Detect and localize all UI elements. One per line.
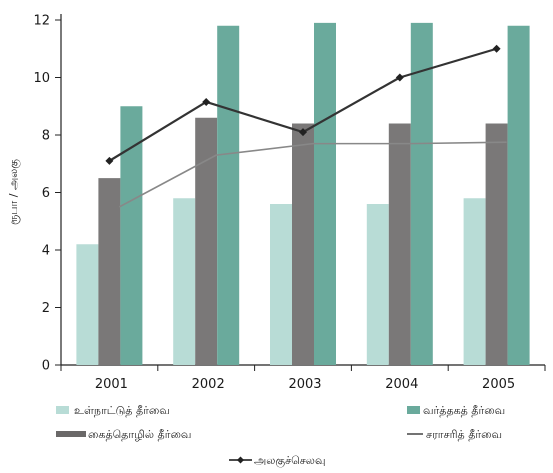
x-tick-label-4: 2005 <box>482 377 515 392</box>
x-tick-label-0: 2001 <box>95 377 128 392</box>
bar-2-2004 <box>410 22 433 365</box>
point-4-2005 <box>492 44 501 53</box>
legend-marker-4 <box>237 456 244 464</box>
legend-swatch-0 <box>56 406 69 414</box>
y-tick-label-6: 12 <box>33 14 50 29</box>
bar-0-2002 <box>173 198 196 365</box>
y-tick-label-2: 4 <box>42 244 50 259</box>
x-tick-label-1: 2002 <box>192 377 225 392</box>
bar-1-2005 <box>485 123 508 365</box>
bar-0-2003 <box>270 204 292 365</box>
legend-label-4: அலகுச்செலவு <box>254 454 325 469</box>
line-series-3 <box>119 141 507 208</box>
ticks-group: 0 2 4 6 8 10 12 2001 2002 2003 2004 2005 <box>33 14 515 393</box>
bar-0-2001 <box>76 244 99 365</box>
legend-label-2: வர்த்தகத் தீர்வை <box>423 404 505 417</box>
y-tick-label-4: 8 <box>42 129 50 144</box>
x-tick-label-3: 2004 <box>385 377 418 392</box>
legend-label-3: சராசரித் தீர்வை <box>426 428 502 441</box>
legend-label-1: கைத்தொழில் தீர்வை <box>88 428 191 441</box>
bar-1-2004 <box>388 123 411 365</box>
point-4-2001 <box>105 156 114 165</box>
y-tick-label-5: 10 <box>33 71 50 86</box>
point-4-2002 <box>202 97 211 106</box>
point-4-2003 <box>299 128 307 137</box>
bar-1-2001 <box>98 178 121 365</box>
bar-2-2002 <box>217 25 240 365</box>
y-tick-label-0: 0 <box>42 359 50 374</box>
legend-swatch-1 <box>56 431 86 437</box>
bar-2-2003 <box>314 22 336 365</box>
legend-label-0: உள்நாட்டுத் தீர்வை <box>74 404 170 417</box>
legend-item-0: உள்நாட்டுத் தீர்வை <box>56 404 170 417</box>
bar-2-2005 <box>507 25 530 365</box>
legend-item-1: கைத்தொழில் தீர்வை <box>56 428 191 441</box>
bar-1-2002 <box>195 117 218 365</box>
bar-0-2005 <box>463 198 486 365</box>
legend-item-3: சராசரித் தீர்வை <box>407 428 502 441</box>
y-tick-label-1: 2 <box>42 301 50 316</box>
point-4-2004 <box>395 73 404 82</box>
x-tick-label-2: 2003 <box>288 377 321 392</box>
bar-1-2003 <box>292 123 314 365</box>
bar-2-2001 <box>120 106 143 365</box>
lines-group <box>105 44 507 208</box>
legend-item-4: அலகுச்செலவு <box>229 454 325 469</box>
bars-group <box>76 22 530 365</box>
legend-item-2: வர்த்தகத் தீர்வை <box>407 404 505 417</box>
legend: உள்நாட்டுத் தீர்வை வர்த்தகத் தீர்வை கைத்… <box>56 404 505 469</box>
legend-swatch-2 <box>407 406 420 414</box>
y-tick-label-3: 6 <box>42 186 50 201</box>
bar-0-2004 <box>366 204 389 365</box>
y-axis-title: ரூபா / அலகு <box>7 159 22 225</box>
